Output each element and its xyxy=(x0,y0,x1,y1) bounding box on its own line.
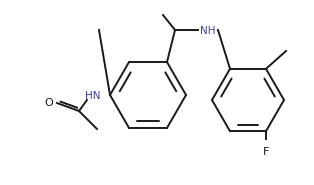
Text: O: O xyxy=(44,98,53,108)
Text: F: F xyxy=(263,147,269,157)
Text: NH: NH xyxy=(200,26,215,36)
Text: HN: HN xyxy=(85,91,100,101)
